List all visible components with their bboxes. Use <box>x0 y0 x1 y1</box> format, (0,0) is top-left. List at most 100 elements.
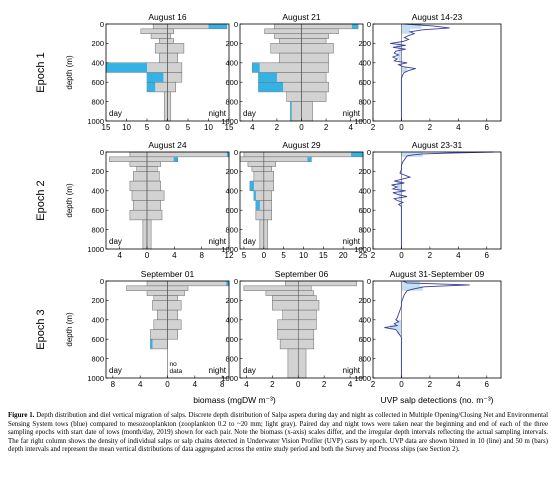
salp-day-bar <box>106 63 147 73</box>
zooplankton-night-bar <box>167 290 185 296</box>
zooplankton-night-bar <box>298 290 315 296</box>
zooplankton-day-bar <box>243 151 265 158</box>
day-label: day <box>109 366 122 375</box>
x-tick-label: 0 <box>296 380 301 389</box>
zooplankton-night-bar <box>146 151 230 158</box>
x-tick-label: 4 <box>138 380 143 389</box>
zooplankton-night-bar <box>167 280 230 287</box>
uvp-50m-bar <box>401 24 422 29</box>
y-tick-label: 1000 <box>87 117 104 126</box>
y-tick-label: 800 <box>91 225 104 234</box>
y-tick-label: 200 <box>91 296 104 305</box>
zooplankton-night-bar <box>301 38 327 44</box>
x-tick-label: 4 <box>456 123 461 132</box>
x-tick-label: 4 <box>244 380 249 389</box>
y-tick-label: 200 <box>225 296 238 305</box>
y-tick-label: 200 <box>91 39 104 48</box>
x-tick-label: 6 <box>485 380 490 389</box>
zooplankton-night-bar <box>298 348 307 379</box>
zooplankton-night-bar <box>263 156 312 162</box>
uvp-50m-bar <box>397 53 402 58</box>
x-tick-label: 6 <box>485 123 490 132</box>
x-tick-label: 0 <box>145 251 150 260</box>
panel-title: September 06 <box>275 269 329 279</box>
zooplankton-day-bar <box>153 295 168 301</box>
uvp-50m-bar <box>397 43 402 49</box>
y-tick-label: 1000 <box>221 117 238 126</box>
day-label: day <box>243 237 256 246</box>
zooplankton-night-bar <box>167 300 182 311</box>
uvp-50m-bar <box>401 152 423 157</box>
x-tick-label: 2 <box>371 251 376 260</box>
y-tick-label: 400 <box>91 59 104 68</box>
panel-title: August 21 <box>282 12 321 22</box>
salp-day-bar <box>258 72 277 82</box>
zooplankton-night-bar <box>301 91 327 102</box>
x-tick-label: 5 <box>242 251 247 260</box>
x-tick-label: 2 <box>275 123 280 132</box>
zooplankton-night-bar <box>301 101 313 122</box>
x-tick-label: 10 <box>299 251 308 260</box>
y-tick-label: 800 <box>91 97 104 106</box>
no-data-word: no <box>170 361 178 368</box>
panel-title: August 16 <box>148 12 187 22</box>
zooplankton-day-bar <box>159 52 168 64</box>
y-tick-label: 400 <box>358 187 371 196</box>
y-tick-label: 0 <box>100 148 104 157</box>
zooplankton-day-bar <box>272 300 299 311</box>
zooplankton-day-bar <box>255 209 265 221</box>
zooplankton-night-bar <box>301 33 329 39</box>
x-tick-label: 10 <box>122 123 131 132</box>
y-tick-label: 200 <box>225 39 238 48</box>
panel-2: August 21 day night 0 200 400 600 800 1000 4 2 0 2 4 <box>221 12 364 132</box>
zooplankton-day-bar <box>129 161 148 167</box>
zooplankton-day-bar <box>264 28 302 34</box>
zooplankton-night-bar <box>146 171 160 182</box>
no-data-label: no data <box>170 361 183 375</box>
zooplankton-night-bar <box>167 52 178 64</box>
x-tick-label: 5 <box>145 123 150 132</box>
y-tick-label: 0 <box>367 148 371 157</box>
x-tick-label: 2 <box>428 380 433 389</box>
zooplankton-day-bar <box>109 156 148 162</box>
zooplankton-night-bar <box>301 72 327 83</box>
y-tick-label: 0 <box>100 20 104 29</box>
y-tick-label: 0 <box>367 277 371 286</box>
uvp-50m-bar <box>397 329 402 335</box>
zooplankton-night-bar <box>167 81 176 93</box>
zooplankton-day-bar <box>129 180 148 192</box>
y-tick-label: 400 <box>91 187 104 196</box>
salp-night-bar <box>226 152 229 157</box>
x-tick-label: 4 <box>348 380 353 389</box>
zooplankton-night-bar <box>263 209 272 221</box>
y-tick-label: 600 <box>91 206 104 215</box>
x-tick-label: 2 <box>428 123 433 132</box>
x-tick-label: 2 <box>371 123 376 132</box>
zooplankton-night-bar <box>146 209 163 221</box>
zooplankton-night-bar <box>146 200 161 211</box>
zooplankton-night-bar <box>167 28 174 34</box>
x-tick-label: 8 <box>220 380 225 389</box>
y-tick-label: 200 <box>358 39 371 48</box>
y-tick-label: 1000 <box>354 245 371 254</box>
epoch-label: Epoch 1 <box>35 52 47 92</box>
zooplankton-day-bar <box>274 33 302 39</box>
zooplankton-night-bar <box>298 329 315 340</box>
zooplankton-night-bar <box>167 329 178 340</box>
y-tick-label: 600 <box>358 335 371 344</box>
salp-day-bar <box>258 82 284 92</box>
zooplankton-night-bar <box>298 300 320 311</box>
biomass-axis-label: biomass (mgDW m⁻³) <box>193 395 276 405</box>
uvp-50m-bar <box>398 190 402 196</box>
y-tick-label: 400 <box>358 316 371 325</box>
zooplankton-night-bar <box>301 28 339 34</box>
zooplankton-night-bar <box>263 219 269 250</box>
y-tick-label: 200 <box>358 296 371 305</box>
zooplankton-night-bar <box>167 91 172 122</box>
uvp-axis-label: UVP salp detections (no. m⁻³) <box>381 395 494 405</box>
x-tick-label: 0 <box>399 251 404 260</box>
x-tick-label: 15 <box>319 251 328 260</box>
zooplankton-day-bar <box>159 38 168 44</box>
